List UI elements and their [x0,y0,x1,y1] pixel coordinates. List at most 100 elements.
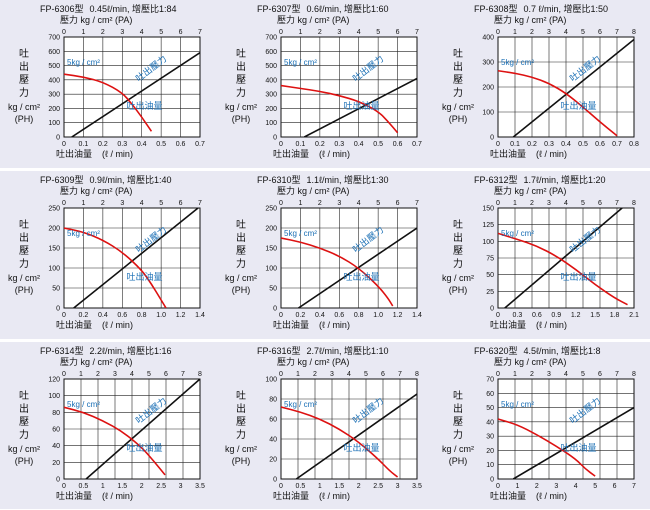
y-axis-ph: (PH) [231,285,251,295]
x-tick-label: 0.6 [393,141,403,148]
flow-label: 吐出油量 [490,320,527,330]
y-tick-label: 600 [265,49,277,56]
top-tick-label: 2 [101,29,105,36]
x-tick-label: 7 [632,483,636,490]
top-tick-label: 5 [159,29,163,36]
y-tick-label: 200 [48,106,60,113]
y-axis-title: 吐出壓力 kg / cm² (PH) [219,48,263,125]
chart-header: FP-6312型 1.7ℓ/min, 增壓比1:20 [474,175,605,186]
pressure-line [73,208,199,308]
x-tick-label: 1 [515,483,519,490]
y-tick-label: 0 [56,306,60,313]
y-axis-unit: kg / cm² [441,102,474,112]
x-tick-label: 5 [593,483,597,490]
x-tick-label: 0 [496,141,500,148]
y-tick-label: 50 [486,405,494,412]
x-tick-label: 1.5 [334,483,344,490]
y-tick-label: 100 [265,266,277,273]
top-tick-label: 1 [513,371,517,378]
y-tick-label: 200 [482,85,494,92]
chart-spec: 2.7ℓ/min, 增壓比1:10 [306,346,389,356]
y-tick-label: 0 [273,477,277,484]
flow-curve-label: 吐出油量 [561,100,597,111]
x-tick-label: 1.2 [176,312,186,319]
x-tick-label: 0 [62,141,66,148]
y-axis-char: 出 [19,233,29,244]
top-tick-label: 3 [337,29,341,36]
top-tick-label: 4 [564,371,568,378]
y-axis-char: 壓 [453,417,463,428]
y-tick-label: 150 [482,206,494,213]
x-axis-title: 吐出油量 (ℓ / min) [273,149,350,160]
y-axis-char: 吐 [19,220,29,231]
input-pressure-label: 5kg / cm² [284,400,317,409]
y-tick-label: 300 [48,92,60,99]
x-tick-label: 3 [179,483,183,490]
x-tick-label: 2 [357,483,361,490]
flow-label: 吐出油量 [490,149,527,159]
flow-curve [64,406,166,476]
top-tick-label: 5 [581,371,585,378]
pressure-axis-title: 壓力 kg / cm² (PA) [277,15,349,26]
top-tick-label: 2 [101,200,105,207]
x-tick-label: 2 [140,483,144,490]
y-tick-label: 150 [265,246,277,253]
y-axis-char: 力 [453,88,463,99]
y-tick-label: 700 [265,35,277,42]
x-tick-label: 1.0 [373,312,383,319]
y-axis-char: 出 [236,62,246,73]
y-tick-label: 20 [52,460,60,467]
top-tick-label: 1 [81,29,85,36]
pressure-unit: kg / cm² (PA) [297,357,350,367]
top-tick-label: 7 [415,29,419,36]
y-axis-char: 壓 [236,246,246,257]
top-tick-label: 3 [547,200,551,207]
chart-panel: FP-6320型 4.5ℓ/min, 增壓比1:8 壓力 kg / cm² (PA)… [434,342,650,510]
chart-panel: FP-6316型 2.7ℓ/min, 增壓比1:10 壓力 kg / cm² (PA… [217,342,433,510]
x-tick-label: 0.7 [195,141,205,148]
flow-unit: (ℓ / min) [536,149,567,159]
x-tick-label: 0.2 [79,312,89,319]
y-tick-label: 200 [265,106,277,113]
flow-label: 吐出油量 [490,491,527,501]
x-axis-title: 吐出油量 (ℓ / min) [273,491,350,502]
input-pressure-label: 5kg / cm² [501,229,534,238]
y-tick-label: 100 [482,110,494,117]
y-axis-char: 出 [19,404,29,415]
y-axis-char: 出 [236,404,246,415]
flow-unit: (ℓ / min) [102,149,133,159]
x-tick-label: 4 [574,483,578,490]
top-tick-label: 5 [364,371,368,378]
top-tick-label: 5 [376,200,380,207]
top-tick-label: 3 [120,200,124,207]
top-tick-label: 6 [598,200,602,207]
input-pressure-label: 5kg / cm² [67,229,100,238]
pressure-axis-title: 壓力 kg / cm² (PA) [494,15,566,26]
y-axis-unit: kg / cm² [441,444,474,454]
x-axis-title: 吐出油量 (ℓ / min) [273,320,350,331]
y-tick-label: 20 [486,448,494,455]
y-tick-label: 0 [490,135,494,142]
pressure-line [71,52,200,137]
top-tick-label: 3 [330,371,334,378]
top-tick-label: 0 [62,29,66,36]
y-axis-char: 吐 [453,49,463,60]
pressure-label: 壓力 [277,15,296,25]
x-tick-label: 0.4 [98,312,108,319]
x-tick-label: 0.1 [296,141,306,148]
y-axis-char: 力 [19,88,29,99]
pressure-axis-title: 壓力 kg / cm² (PA) [494,357,566,368]
x-axis-title: 吐出油量 (ℓ / min) [490,320,567,331]
y-axis-title: 吐出壓力 kg / cm² (PH) [219,390,263,467]
top-tick-label: 3 [120,29,124,36]
top-tick-label: 5 [159,200,163,207]
chart-header: FP-6310型 1.1ℓ/min, 增壓比1:30 [257,175,388,186]
x-tick-label: 1.2 [393,312,403,319]
top-tick-label: 1 [513,200,517,207]
chart-spec: 1.7ℓ/min, 增壓比1:20 [523,175,606,185]
x-tick-label: 0.3 [513,312,523,319]
y-axis-char: 出 [453,233,463,244]
x-tick-label: 0.6 [532,312,542,319]
